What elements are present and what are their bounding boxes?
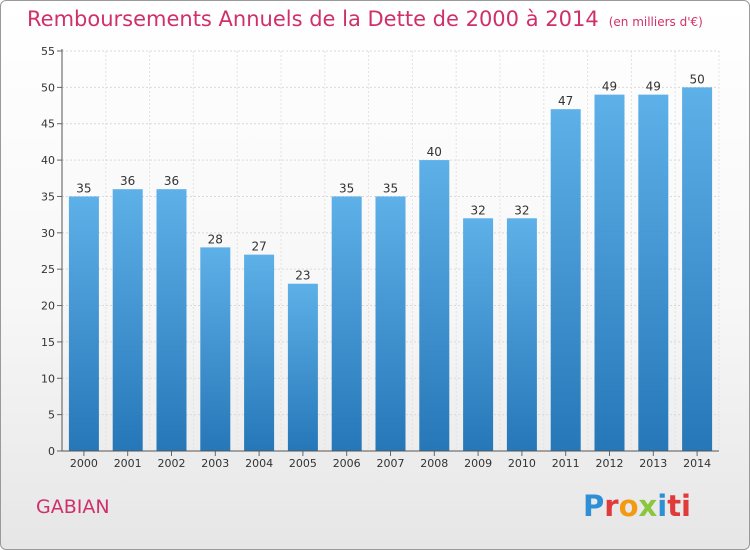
logo-letter: x bbox=[638, 489, 658, 523]
bar-2009 bbox=[463, 218, 494, 451]
y-tick-label: 5 bbox=[48, 409, 55, 422]
bars bbox=[68, 87, 713, 452]
logo-letter: o bbox=[618, 489, 639, 523]
x-tick-label-2005: 2005 bbox=[289, 457, 317, 470]
logo-letter: r bbox=[604, 489, 619, 523]
chart-title: Remboursements Annuels de la Dette de 20… bbox=[27, 7, 703, 31]
value-label-2012: 49 bbox=[602, 80, 617, 94]
y-tick-label: 25 bbox=[41, 263, 55, 276]
y-tick-label: 30 bbox=[41, 227, 55, 240]
y-tick-label: 15 bbox=[41, 336, 55, 349]
bar-2000 bbox=[68, 196, 99, 451]
logo-letter: P bbox=[583, 489, 605, 523]
y-tick-label: 40 bbox=[41, 154, 55, 167]
x-tick-label-2001: 2001 bbox=[114, 457, 142, 470]
x-tick-label-2009: 2009 bbox=[464, 457, 492, 470]
value-label-2000: 35 bbox=[76, 181, 91, 195]
value-label-2009: 32 bbox=[470, 203, 485, 217]
value-label-2006: 35 bbox=[339, 181, 354, 195]
axes bbox=[57, 49, 719, 456]
y-tick-label: 55 bbox=[41, 45, 55, 58]
bar-2014 bbox=[682, 87, 713, 451]
bar-2008 bbox=[419, 160, 450, 451]
x-tick-label-2002: 2002 bbox=[158, 457, 186, 470]
value-label-2005: 23 bbox=[295, 269, 310, 283]
value-label-2001: 36 bbox=[120, 174, 135, 188]
x-tick-label-2004: 2004 bbox=[245, 457, 273, 470]
bar-2007 bbox=[375, 196, 406, 451]
value-label-2003: 28 bbox=[208, 232, 223, 246]
x-tick-label-2006: 2006 bbox=[333, 457, 361, 470]
x-tick-label-2013: 2013 bbox=[639, 457, 667, 470]
value-label-2011: 47 bbox=[558, 94, 573, 108]
value-label-2010: 32 bbox=[514, 203, 529, 217]
bar-2010 bbox=[506, 218, 537, 451]
proxiti-logo[interactable]: Proxiti bbox=[583, 489, 691, 523]
y-tick-label: 0 bbox=[48, 445, 55, 458]
logo-letter: ti bbox=[667, 489, 691, 523]
chart-subtitle: (en milliers d'€) bbox=[608, 15, 703, 29]
y-tick-label: 35 bbox=[41, 190, 55, 203]
bar-2013 bbox=[638, 94, 669, 452]
bar-2005 bbox=[287, 283, 318, 451]
bar-2012 bbox=[594, 94, 625, 452]
commune-name: GABIAN bbox=[36, 496, 110, 518]
x-tick-label-2012: 2012 bbox=[596, 457, 624, 470]
labels: 0 5 10 15 20 25 30 35 40 45 50 55 35 2000 36 2001 36 2002… bbox=[41, 45, 711, 470]
bar-2002 bbox=[156, 189, 187, 451]
bar-2011 bbox=[550, 109, 581, 451]
x-tick-label-2011: 2011 bbox=[552, 457, 580, 470]
y-tick-label: 45 bbox=[41, 118, 55, 131]
value-label-2007: 35 bbox=[383, 181, 398, 195]
logo-letter: i bbox=[657, 489, 668, 523]
chart-title-text: Remboursements Annuels de la Dette de 20… bbox=[27, 7, 599, 31]
value-label-2008: 40 bbox=[427, 145, 442, 159]
x-tick-label-2000: 2000 bbox=[70, 457, 98, 470]
bar-2004 bbox=[244, 254, 275, 451]
x-tick-label-2010: 2010 bbox=[508, 457, 536, 470]
bar-2006 bbox=[331, 196, 362, 451]
x-tick-label-2014: 2014 bbox=[683, 457, 711, 470]
bar-2001 bbox=[112, 189, 143, 451]
value-label-2002: 36 bbox=[164, 174, 179, 188]
value-label-2004: 27 bbox=[251, 240, 266, 254]
y-tick-label: 50 bbox=[41, 81, 55, 94]
bar-2003 bbox=[200, 247, 231, 451]
value-label-2014: 50 bbox=[689, 72, 704, 86]
value-label-2013: 49 bbox=[646, 80, 661, 94]
y-tick-label: 20 bbox=[41, 300, 55, 313]
x-tick-label-2008: 2008 bbox=[420, 457, 448, 470]
x-tick-label-2007: 2007 bbox=[377, 457, 405, 470]
y-tick-label: 10 bbox=[41, 372, 55, 385]
x-tick-label-2003: 2003 bbox=[201, 457, 229, 470]
